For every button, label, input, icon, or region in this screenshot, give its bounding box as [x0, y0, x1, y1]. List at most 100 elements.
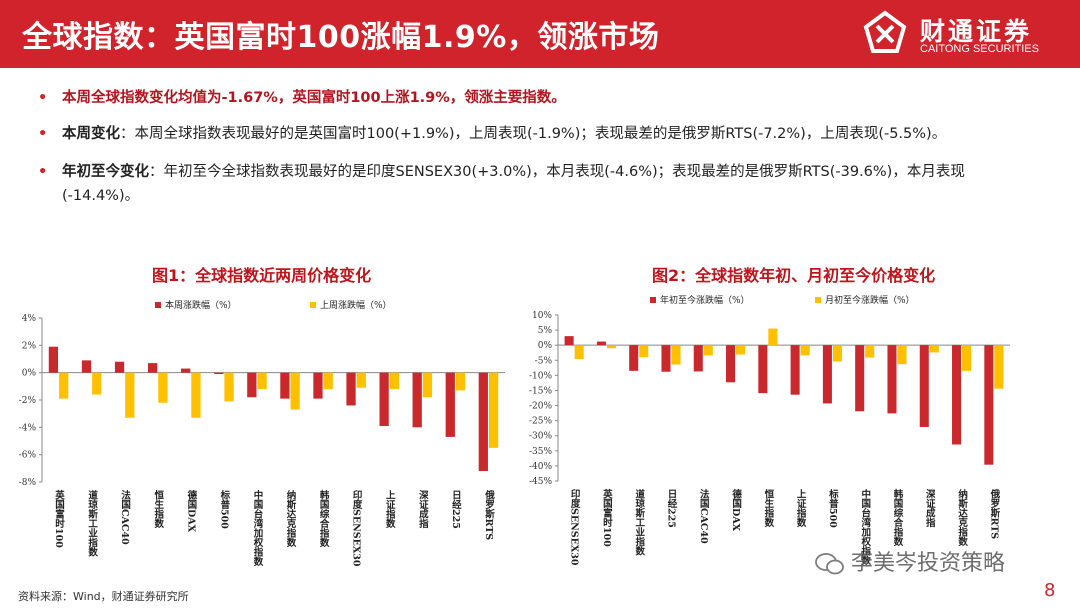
chart1-category-label: 纳斯达克指数: [285, 489, 298, 548]
chart1-y-tick-label: 2%: [22, 341, 37, 351]
chart2-y-tick-label: 10%: [532, 311, 552, 321]
chart2-bar-s1: [661, 345, 671, 372]
chart2-category-label: 韩国综合指数: [892, 488, 905, 547]
chart1-bar-s1: [346, 372, 356, 406]
chart2-bar-s1: [790, 345, 800, 395]
chart1-category-label: 法国CAC40: [119, 489, 131, 545]
chart2-bar-s2: [832, 345, 842, 362]
chart2-y-tick-label: -35%: [529, 447, 552, 457]
chart2-bar-s1: [887, 345, 897, 414]
chart2-bar-s2: [703, 345, 713, 356]
chart1-bar-s1: [280, 372, 290, 399]
watermark-text: 李美岑投资策略: [851, 551, 1006, 576]
chart2-bar-s2: [736, 345, 746, 355]
chart1-bar-s2: [455, 372, 466, 391]
chart2-bar-s1: [952, 345, 962, 445]
chart2-category-label: 标普500: [827, 488, 840, 528]
chart1-category-label: 标普500: [218, 489, 231, 529]
bullet-1: • 本周全球指数变化均值为-1.67%，英国富时100上涨1.9%，领涨主要指数…: [38, 86, 1028, 110]
chart2-category-label: 德国DAX: [730, 488, 742, 531]
chart1-bar-s2: [356, 372, 366, 388]
chart2-legend-swatch: [815, 297, 821, 303]
chart2-y-tick-label: -10%: [529, 371, 552, 381]
chart1-category-label: 印度SENSEX30: [351, 489, 363, 567]
chart1-bar-s2: [191, 372, 201, 418]
chart2-category-label: 俄罗斯RTS: [988, 488, 1001, 539]
chart2: 10% 5% 0% -5% -10% -15% -20% -25% -30% -35% -40% -4…: [529, 294, 1010, 566]
logo-name: 财通证券: [920, 17, 1033, 46]
chart1-bar-s1: [313, 372, 323, 399]
chart2-bar-s2: [994, 345, 1004, 389]
chart1-bar-s1: [445, 372, 455, 437]
chart1-bar-s1: [247, 372, 257, 398]
chart2-legend-label: 年初至今涨跌幅（%）: [660, 294, 750, 306]
chart2-category-label: 纳斯达克指数: [956, 488, 969, 547]
page-number: 8: [1044, 580, 1056, 601]
chart1: 4% 2% 0% -2% -4% -6% -8% 英国富时100 道琼斯工业指数 法国CAC40 恒…: [19, 299, 505, 567]
bullet-3: • 年初至今变化：年初至今全球指数表现最好的是印度SENSEX30(+3.0%)…: [38, 160, 1028, 208]
chart1-bar-s1: [181, 368, 191, 373]
chart1-legend-swatch: [310, 302, 316, 308]
chart1-category-label: 德国DAX: [185, 489, 197, 532]
chart1-legend-label: 上周涨跌幅（%）: [320, 299, 392, 311]
chart1-category-label: 道琼斯工业指数: [86, 489, 99, 557]
chart2-y-tick-label: -45%: [529, 477, 552, 487]
chart1-bar-s1: [147, 363, 158, 373]
bullet-3-text: ：年初至今全球指数表现最好的是印度SENSEX30(+3.0%)，本月表现(-4…: [62, 164, 965, 204]
bullet-dot: •: [38, 126, 48, 142]
chart2-bar-s2: [639, 345, 649, 358]
chart2-bar-s1: [564, 336, 574, 346]
bullet-2-text: ：本周全球指数表现最好的是英国富时100(+1.9%)，上周表现(-1.9%)；…: [120, 126, 947, 142]
chart2-bar-s2: [574, 345, 584, 360]
chart1-category-label: 英国富时100: [53, 489, 65, 548]
chart1-bar-s1: [478, 372, 488, 472]
chart2-bar-s2: [865, 345, 875, 358]
chart1-y-tick-label: -8%: [19, 478, 37, 488]
logo-subtitle: CAITONG SECURITIES: [920, 43, 1039, 55]
bullet-3-label: 年初至今变化: [62, 164, 149, 180]
watermark: 李美岑投资策略: [815, 545, 1005, 577]
bullet-1-text: 本周全球指数变化均值为-1.67%，英国富时100上涨1.9%，领涨主要指数。: [62, 90, 566, 106]
chart2-y-tick-label: -15%: [529, 386, 552, 396]
chart2-legend-swatch: [650, 297, 656, 303]
chart2-title: 图2：全球指数年初、月初至今价格变化: [652, 266, 936, 285]
chart1-category-label: 中国台湾加权指数: [251, 489, 264, 567]
chart2-bar-s2: [671, 345, 681, 365]
chart2-category-label: 恒生指数: [762, 488, 775, 528]
logo-icon: [863, 10, 907, 53]
chart1-bar-s2: [389, 372, 400, 390]
chart2-category-label: 印度SENSEX30: [569, 488, 581, 566]
chart2-category-label: 日经225: [666, 489, 678, 528]
chart1-category-label: 上证指数: [384, 489, 397, 529]
chart1-legend-swatch: [155, 302, 161, 308]
chart2-bar-s1: [726, 345, 736, 383]
chart1-category-label: 韩国综合指数: [318, 489, 331, 548]
chart1-y-tick-label: -6%: [19, 451, 37, 461]
chart2-y-tick-label: -25%: [529, 417, 552, 427]
bullet-dot: •: [38, 164, 48, 180]
chart2-bar-s2: [768, 328, 778, 346]
chart1-category-label: 日经225: [450, 490, 462, 529]
chart1-bar-s2: [257, 372, 267, 390]
chart1-title: 图1：全球指数近两周价格变化: [152, 266, 372, 285]
chart2-bar-s2: [800, 345, 810, 356]
chart2-bar-s1: [984, 345, 994, 465]
chart2-y-tick-label: 0%: [538, 341, 553, 351]
chart2-category-label: 上证指数: [795, 488, 808, 528]
chart1-bar-s2: [59, 372, 69, 399]
chart2-bar-s1: [822, 345, 832, 404]
chart2-bar-s2: [962, 345, 972, 371]
bullet-dot: •: [38, 90, 48, 106]
chart1-bar-s2: [92, 372, 102, 395]
chart1-bar-s2: [158, 372, 168, 403]
chart1-y-tick-label: 4%: [22, 314, 37, 324]
chart1-y-tick-label: 0%: [22, 369, 37, 379]
chart1-bar-s2: [488, 372, 499, 448]
page-title: 全球指数：英国富时100涨幅1.9%，领涨市场: [22, 20, 660, 55]
chart2-y-tick-label: -40%: [529, 462, 552, 472]
bullet-2-label: 本周变化: [62, 126, 120, 142]
chart1-legend-label: 本周涨跌幅（%）: [165, 299, 237, 311]
chart2-bar-s1: [855, 345, 865, 412]
chart2-bar-s1: [758, 345, 768, 394]
source-note: 资料来源：Wind，财通证券研究所: [18, 590, 189, 603]
